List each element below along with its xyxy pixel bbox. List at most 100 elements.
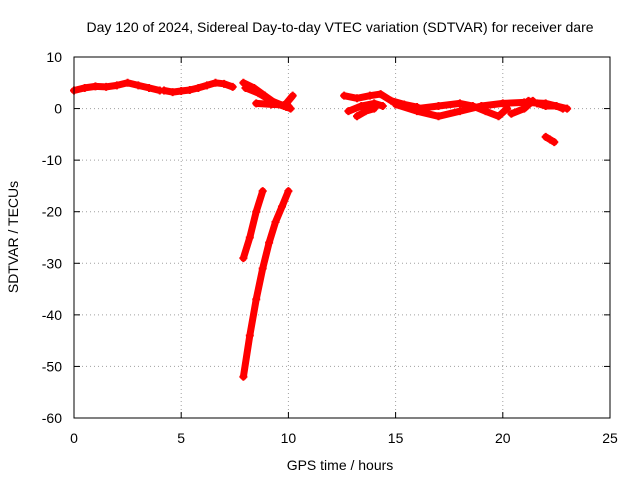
y-tick-label: 10 <box>46 49 62 65</box>
data-point <box>258 187 267 196</box>
data-point <box>245 233 254 242</box>
data-series-arc-2 <box>160 78 237 97</box>
data-point <box>361 107 370 116</box>
data-point <box>413 104 422 113</box>
data-point <box>284 187 293 196</box>
data-point <box>524 96 533 105</box>
data-point <box>370 104 379 113</box>
data-series-arc-15 <box>541 132 559 147</box>
data-point <box>340 91 349 100</box>
y-tick-label: -40 <box>42 307 62 323</box>
x-tick-label: 20 <box>495 430 511 446</box>
data-point <box>550 138 559 147</box>
data-point <box>376 90 385 99</box>
data-series-arc-14 <box>524 96 567 113</box>
data-point <box>277 202 286 211</box>
data-point <box>503 104 512 113</box>
data-point <box>284 101 293 110</box>
data-point <box>80 83 89 92</box>
data-point <box>123 78 132 87</box>
y-tick-label: -60 <box>42 410 62 426</box>
tick-marks <box>73 56 611 419</box>
chart-title: Day 120 of 2024, Sidereal Day-to-day VTE… <box>86 19 593 35</box>
y-tick-label: 0 <box>54 101 62 117</box>
x-tick-label: 15 <box>388 430 404 446</box>
data-point <box>541 101 550 110</box>
y-tick-label: -50 <box>42 358 62 374</box>
y-tick-label: -30 <box>42 255 62 271</box>
data-point <box>267 100 276 109</box>
data-series-arc-7 <box>239 187 293 381</box>
data-point <box>280 100 289 109</box>
data-point <box>468 101 477 110</box>
data-point <box>455 107 464 116</box>
x-tick-label: 5 <box>177 430 185 446</box>
data-point <box>241 83 250 92</box>
data-point <box>254 89 263 98</box>
x-tick-labels: 0 5 10 15 20 25 <box>70 430 618 446</box>
data-point <box>258 264 267 273</box>
series-track <box>344 99 387 115</box>
x-tick-label: 25 <box>602 430 618 446</box>
data-series-layer <box>70 78 572 381</box>
y-tick-label: -20 <box>42 204 62 220</box>
data-point <box>481 107 490 116</box>
data-point <box>520 104 529 113</box>
x-tick-label: 10 <box>281 430 297 446</box>
data-point <box>498 99 507 108</box>
data-point <box>252 99 261 108</box>
data-point <box>455 99 464 108</box>
data-point <box>185 86 194 95</box>
data-point <box>134 81 143 90</box>
data-series-arc-12 <box>413 99 512 121</box>
data-point <box>378 101 387 110</box>
data-point <box>211 78 220 87</box>
data-point <box>494 112 503 121</box>
data-series-arc-1 <box>70 78 164 95</box>
series-track <box>239 187 267 262</box>
data-point <box>194 83 203 92</box>
data-point <box>357 101 366 110</box>
x-axis-title: GPS time / hours <box>287 457 394 473</box>
data-point <box>220 79 229 88</box>
y-tick-label: -10 <box>42 152 62 168</box>
data-series-arc-10 <box>353 104 379 121</box>
x-tick-label: 0 <box>70 430 78 446</box>
data-point <box>507 109 516 118</box>
data-point <box>239 372 248 381</box>
data-point <box>353 94 362 103</box>
data-point <box>112 81 121 90</box>
y-axis-title: SDTVAR / TECUs <box>5 181 21 293</box>
series-track <box>239 187 292 381</box>
data-point <box>344 107 353 116</box>
data-point <box>541 132 550 141</box>
data-series-arc-5 <box>252 99 293 110</box>
data-point <box>365 91 374 100</box>
data-point <box>245 331 254 340</box>
data-point <box>160 86 169 95</box>
data-point <box>265 238 274 247</box>
plot-frame <box>73 56 611 419</box>
data-point <box>102 82 111 91</box>
data-point <box>387 96 396 105</box>
data-series-arc-6 <box>239 187 267 263</box>
data-point <box>545 135 554 144</box>
data-point <box>353 112 362 121</box>
data-point <box>391 100 400 109</box>
data-point <box>202 81 211 90</box>
data-point <box>228 82 237 91</box>
data-point <box>252 295 261 304</box>
data-point <box>91 82 100 91</box>
data-point <box>239 254 248 263</box>
data-point <box>271 218 280 227</box>
data-point <box>145 83 154 92</box>
data-point <box>558 104 567 113</box>
data-point <box>252 207 261 216</box>
data-point <box>552 101 561 110</box>
data-point <box>533 99 542 108</box>
y-tick-labels: 10 0 -10 -20 -30 -40 -50 -60 <box>42 49 62 426</box>
data-point <box>434 101 443 110</box>
grid <box>74 57 610 418</box>
